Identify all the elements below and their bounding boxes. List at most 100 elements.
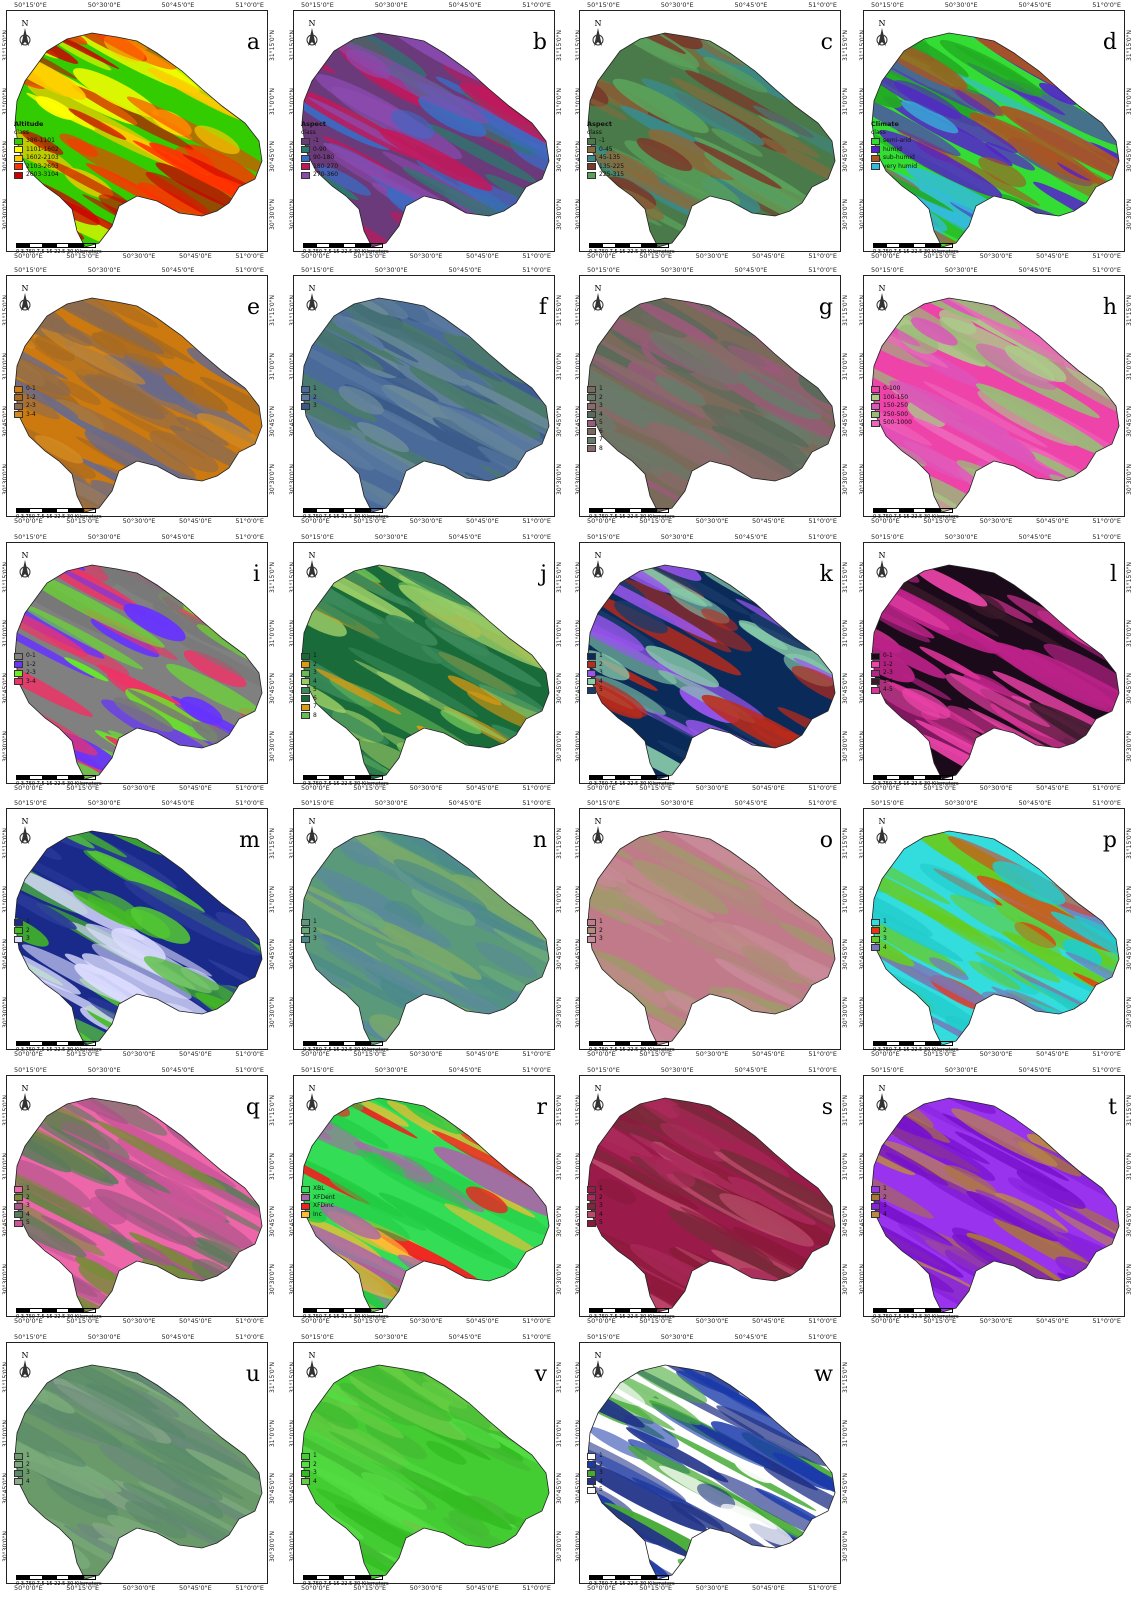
longitude-tick: 50°45'0"E [178,1050,212,1058]
longitude-tick: 50°30'0"E [87,533,121,541]
latitude-tick: 31°0'0"N [842,1152,849,1180]
latitude-tick: 30°30'0"N [575,731,582,762]
longitude-tick: 50°0'0"E [14,1317,43,1325]
scale-bar-label: 0 3.750 7.5 15 22.5 30 Kilometers [589,781,675,787]
longitude-tick: 51°0'0"E [522,1317,551,1325]
panel-letter: u [245,1362,260,1387]
panel-letter: f [538,295,547,320]
legend-swatch [14,146,23,154]
map-area [587,297,836,513]
scale-bar [303,775,383,780]
longitude-tick: 50°15'0"E [14,266,47,274]
legend-label: 4 [599,410,603,418]
longitude-tick: 50°15'0"E [353,1050,387,1058]
svg-text:N: N [309,19,316,28]
legend-swatch [14,1469,23,1477]
longitude-tick: 50°0'0"E [301,252,330,260]
legend-swatch [301,154,310,162]
legend-swatch [587,1469,596,1477]
longitude-tick: 51°0'0"E [1092,266,1121,274]
legend-label: 5 [599,686,603,693]
map-legend: Aspect class -1 0-90 90-180 180-270 270-360 [301,120,381,180]
scale-bar-label: 0 3.750 7.5 15 22.5 30 Kilometers [303,1047,389,1053]
panel-letter: e [246,295,260,320]
bottom-longitude-ticks: 50°0'0"E 50°15'0"E 50°30'0"E 50°45'0"E 51°0'… [587,1584,837,1592]
legend-label: XFDinc [313,1202,334,1209]
legend-label: 3 [599,669,603,676]
panel-letter: r [536,1095,547,1120]
legend-label: 1-2 [26,393,36,401]
north-arrow-icon: N [15,1083,35,1121]
legend-label: sub-humid [883,154,915,161]
legend-swatch [301,1194,310,1202]
map-legend: 0-1 1-2 2-3 3-4 [14,385,94,419]
left-latitude-ticks: 31°15'0"N 31°0'0"N 30°45'0"N 30°30'0"N [2,1362,9,1562]
legend-swatch [301,1211,310,1219]
longitude-tick: 51°0'0"E [522,533,551,541]
longitude-tick: 50°45'0"E [178,517,212,525]
latitude-tick: 30°45'0"N [2,141,9,173]
latitude-tick: 31°15'0"N [556,1362,563,1393]
legend-label: 5 [599,1219,603,1226]
scale-bar-label: 0 3.750 7.5 15 22.5 30 Kilometers [589,1581,675,1587]
scale-bar [873,1308,953,1313]
longitude-tick: 51°0'0"E [235,1066,264,1074]
longitude-tick: 50°0'0"E [871,1317,900,1325]
longitude-tick: 50°30'0"E [122,1050,156,1058]
latitude-tick: 31°15'0"N [2,562,9,593]
latitude-tick: 31°15'0"N [842,562,849,593]
legend-label: XBL [313,1185,325,1192]
legend-swatch [587,678,596,686]
longitude-tick: 50°45'0"E [465,252,499,260]
longitude-tick: 50°45'0"E [1035,784,1069,792]
scale-bar-label: 0 3.750 7.5 15 22.5 30 Kilometers [873,1314,959,1320]
longitude-tick: 50°15'0"E [301,1,334,9]
panel-letter: g [818,295,833,320]
legend-swatch [871,394,880,402]
legend-item: 3 [587,935,667,944]
latitude-tick: 31°15'0"N [575,1362,582,1393]
right-latitude-ticks: 31°15'0"N 31°0'0"N 30°45'0"N 30°30'0"N [1126,30,1133,230]
top-longitude-ticks: 50°15'0"E 50°30'0"E 50°45'0"E 51°0'0"E [301,533,551,541]
panel-letter: h [1102,295,1117,320]
longitude-tick: 51°0'0"E [235,784,264,792]
bottom-longitude-ticks: 50°0'0"E 50°15'0"E 50°30'0"E 50°45'0"E 51°0'… [301,252,551,260]
legend-item: 3 [14,1202,94,1211]
longitude-tick: 50°30'0"E [374,799,408,807]
longitude-tick: 50°45'0"E [734,266,768,274]
map-legend: Climate class semi-arid humid sub-humid very … [871,120,951,171]
legend-swatch [301,1202,310,1210]
longitude-tick: 50°30'0"E [695,1584,729,1592]
map-area [871,564,1120,780]
legend-swatch [301,661,310,669]
map-area [14,830,263,1046]
longitude-tick: 50°45'0"E [465,1317,499,1325]
legend-swatch [587,402,596,410]
north-arrow-icon: N [872,283,892,321]
bottom-longitude-ticks: 50°0'0"E 50°15'0"E 50°30'0"E 50°45'0"E 51°0'… [301,517,551,525]
legend-label: 3-4 [883,677,893,685]
legend-label: 2-3 [26,669,36,676]
longitude-tick: 50°45'0"E [161,266,195,274]
legend-label: 1 [599,652,603,659]
legend-label: 4 [26,1477,30,1485]
legend-label: 1602-2103 [26,154,59,161]
legend-item: XFDent [301,1194,381,1203]
legend-swatch [587,652,596,660]
top-longitude-ticks: 50°15'0"E 50°30'0"E 50°45'0"E 51°0'0"E [587,1333,837,1341]
north-arrow-icon: N [15,18,35,56]
latitude-tick: 30°30'0"N [289,731,296,762]
legend-label: 2 [599,393,603,401]
longitude-tick: 50°15'0"E [301,799,334,807]
top-longitude-ticks: 50°15'0"E 50°30'0"E 50°45'0"E 51°0'0"E [871,1066,1121,1074]
legend-label: 3 [26,935,30,942]
top-longitude-ticks: 50°15'0"E 50°30'0"E 50°45'0"E 51°0'0"E [301,799,551,807]
legend-item: 180-270 [301,163,381,172]
legend-item: 1 [14,918,94,927]
